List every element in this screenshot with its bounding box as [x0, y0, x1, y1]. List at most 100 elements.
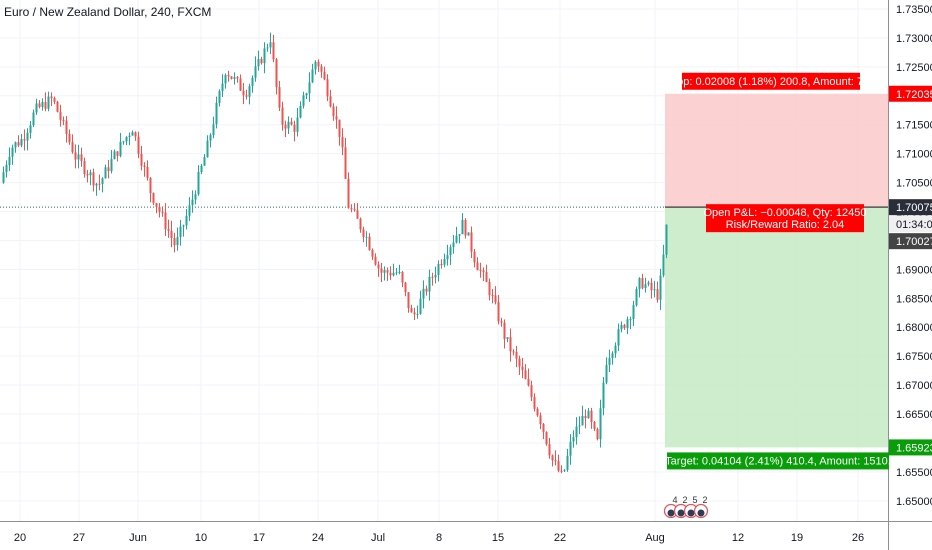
candle-body [548, 444, 551, 456]
candle-body [356, 210, 359, 219]
entry-price-badge: 1.70075 [896, 202, 932, 214]
candle-body [182, 225, 185, 227]
candle-body [413, 312, 416, 315]
candle-body [275, 59, 278, 88]
candle-body [185, 215, 188, 226]
candle-body [386, 270, 389, 273]
candle-body [65, 120, 68, 134]
candle-body [581, 415, 584, 426]
stop-zone[interactable] [665, 93, 888, 208]
stop-price-badge-box [889, 85, 932, 102]
time-axis-label: 19 [791, 532, 803, 544]
candle-body [353, 209, 356, 211]
price-axis-label: 1.66500 [896, 409, 932, 421]
current-price-badge-box [889, 233, 932, 250]
candle-body [434, 274, 437, 278]
candle-body [314, 61, 317, 70]
candle-body [437, 263, 440, 275]
candle-body [368, 236, 371, 250]
candle-body [176, 237, 179, 246]
candle-body [26, 132, 29, 141]
candle-body [401, 272, 404, 283]
candle-body [299, 105, 302, 118]
candle-body [623, 325, 626, 328]
price-axis-label: 1.71000 [896, 149, 932, 161]
candle-body [557, 461, 560, 471]
time-axis-label: 26 [852, 532, 864, 544]
candle-body [335, 116, 338, 120]
candle-body [536, 408, 539, 416]
candle-body [647, 282, 650, 285]
time-axis-label: 12 [732, 532, 744, 544]
candle-body [140, 153, 143, 166]
pnl-label-text: Open P&L: −0.00048, Qty: 12450 [704, 207, 867, 219]
candle-body [278, 87, 281, 108]
candle-body [470, 232, 473, 252]
candle-body [119, 141, 122, 156]
candle-body [533, 397, 536, 409]
target-price-badge-box [889, 439, 932, 456]
candle-body [431, 276, 434, 278]
candle-body [389, 272, 392, 276]
candle-body [428, 276, 431, 292]
candle-body [149, 177, 152, 194]
candle-body [239, 78, 242, 91]
current-price-badge: 1.70027 [896, 236, 932, 248]
pnl-label-text: Risk/Reward Ratio: 2.04 [726, 219, 845, 231]
candle-body [101, 178, 104, 185]
price-axis-label: 1.70500 [896, 178, 932, 190]
candle-body [290, 121, 293, 125]
candle-body [455, 235, 458, 243]
candle-body [71, 142, 74, 153]
time-axis-label: 20 [14, 532, 26, 544]
candle-body [416, 313, 419, 315]
candle-body [326, 79, 329, 97]
candle-body [566, 455, 569, 470]
candle-body [512, 351, 515, 353]
candle-body [458, 234, 461, 236]
candle-body [104, 167, 107, 179]
candle-body [293, 124, 296, 132]
event-count: 4 [672, 495, 677, 505]
candle-body [395, 272, 398, 274]
candle-body [146, 166, 149, 178]
candle-body [446, 255, 449, 260]
candle-body [287, 121, 290, 129]
candle-body [14, 142, 17, 148]
stop-label-box[interactable] [682, 72, 860, 90]
target-label-box[interactable] [667, 452, 889, 470]
candle-body [545, 431, 548, 445]
candle-body [257, 58, 260, 67]
candle-body [635, 288, 638, 306]
candle-body [77, 154, 80, 160]
candle-body [587, 410, 590, 419]
time-axis-label: 17 [253, 532, 265, 544]
candle-body [410, 308, 413, 313]
candle-body [80, 154, 83, 161]
time-axis-label: 8 [436, 532, 442, 544]
candle-body [35, 103, 38, 113]
candle-body [467, 232, 470, 236]
candle-body [473, 251, 476, 263]
candle-body [98, 183, 101, 185]
candle-body [563, 469, 566, 471]
candle-body [662, 254, 665, 276]
candle-body [161, 211, 164, 213]
target-zone[interactable] [665, 207, 888, 448]
stop-label-text: Stop: 0.02008 (1.18%) 200.8, Amount: 750 [667, 76, 876, 88]
candle-body [272, 42, 275, 60]
pnl-label-box[interactable] [706, 204, 864, 233]
candle-body [521, 366, 524, 371]
candle-body [125, 136, 128, 142]
candle-body [575, 426, 578, 438]
candle-body [236, 77, 239, 79]
candle-body [590, 410, 593, 422]
entry-price-badge-box [889, 199, 932, 216]
candle-body [452, 242, 455, 248]
candle-body [626, 319, 629, 328]
candle-body [188, 205, 191, 216]
candle-body [20, 139, 23, 146]
candle-body [497, 301, 500, 322]
